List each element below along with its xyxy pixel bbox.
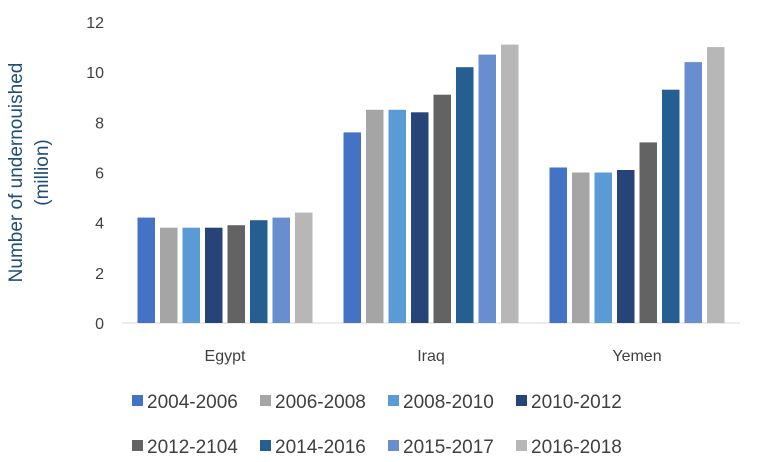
x-axis-categories: Egypt Iraq Yemen bbox=[205, 348, 662, 365]
bar bbox=[639, 142, 657, 323]
legend-swatch bbox=[132, 395, 143, 406]
legend-swatch bbox=[388, 395, 399, 406]
bar bbox=[205, 227, 223, 323]
bar bbox=[707, 47, 725, 323]
legend-label: 2015-2017 bbox=[403, 437, 494, 458]
bar bbox=[137, 217, 155, 323]
bar bbox=[227, 225, 245, 323]
bar bbox=[272, 217, 290, 323]
bar bbox=[572, 172, 590, 323]
bar bbox=[478, 54, 496, 323]
legend-swatch bbox=[260, 395, 271, 406]
bar bbox=[250, 220, 268, 323]
y-axis-label-line: (million) bbox=[32, 139, 53, 206]
y-axis-label: Number of undernouished (million) bbox=[6, 63, 53, 283]
bar bbox=[456, 67, 474, 323]
bar bbox=[366, 109, 384, 323]
bar bbox=[295, 212, 313, 323]
bars bbox=[137, 44, 725, 323]
legend-label: 2004-2006 bbox=[147, 392, 238, 413]
x-category-label: Yemen bbox=[612, 348, 661, 365]
bar bbox=[411, 112, 429, 323]
legend-swatch bbox=[388, 440, 399, 451]
legend-label: 2012-2104 bbox=[147, 437, 238, 458]
bar bbox=[662, 89, 680, 323]
y-tick-label: 0 bbox=[95, 316, 104, 333]
bar bbox=[343, 132, 361, 323]
legend-label: 2008-2010 bbox=[403, 392, 494, 413]
bar bbox=[182, 227, 200, 323]
bar bbox=[549, 167, 567, 323]
legend-label: 2006-2008 bbox=[275, 392, 366, 413]
legend: 2004-2006 2006-2008 2008-2010 2010-2012 2012… bbox=[132, 392, 622, 458]
y-tick-label: 10 bbox=[86, 65, 104, 82]
legend-swatch bbox=[516, 395, 527, 406]
y-tick-label: 2 bbox=[95, 266, 104, 283]
y-tick-label: 12 bbox=[86, 15, 104, 32]
bar bbox=[433, 94, 451, 323]
bar bbox=[388, 109, 406, 323]
bar bbox=[501, 44, 519, 323]
x-category-label: Iraq bbox=[417, 348, 445, 365]
x-category-label: Egypt bbox=[205, 348, 246, 365]
y-axis-ticks: 0 2 4 6 8 10 12 bbox=[86, 15, 104, 333]
y-tick-label: 8 bbox=[95, 115, 104, 132]
legend-swatch bbox=[516, 440, 527, 451]
y-tick-label: 6 bbox=[95, 166, 104, 183]
y-tick-label: 4 bbox=[95, 216, 104, 233]
bar bbox=[160, 227, 178, 323]
y-axis-label-line: Number of undernouished bbox=[6, 63, 27, 283]
bar bbox=[594, 172, 612, 323]
legend-label: 2016-2018 bbox=[531, 437, 622, 458]
legend-swatch bbox=[260, 440, 271, 451]
legend-swatch bbox=[132, 440, 143, 451]
bar bbox=[684, 62, 702, 323]
legend-label: 2014-2016 bbox=[275, 437, 366, 458]
legend-label: 2010-2012 bbox=[531, 392, 622, 413]
bar bbox=[617, 170, 635, 323]
